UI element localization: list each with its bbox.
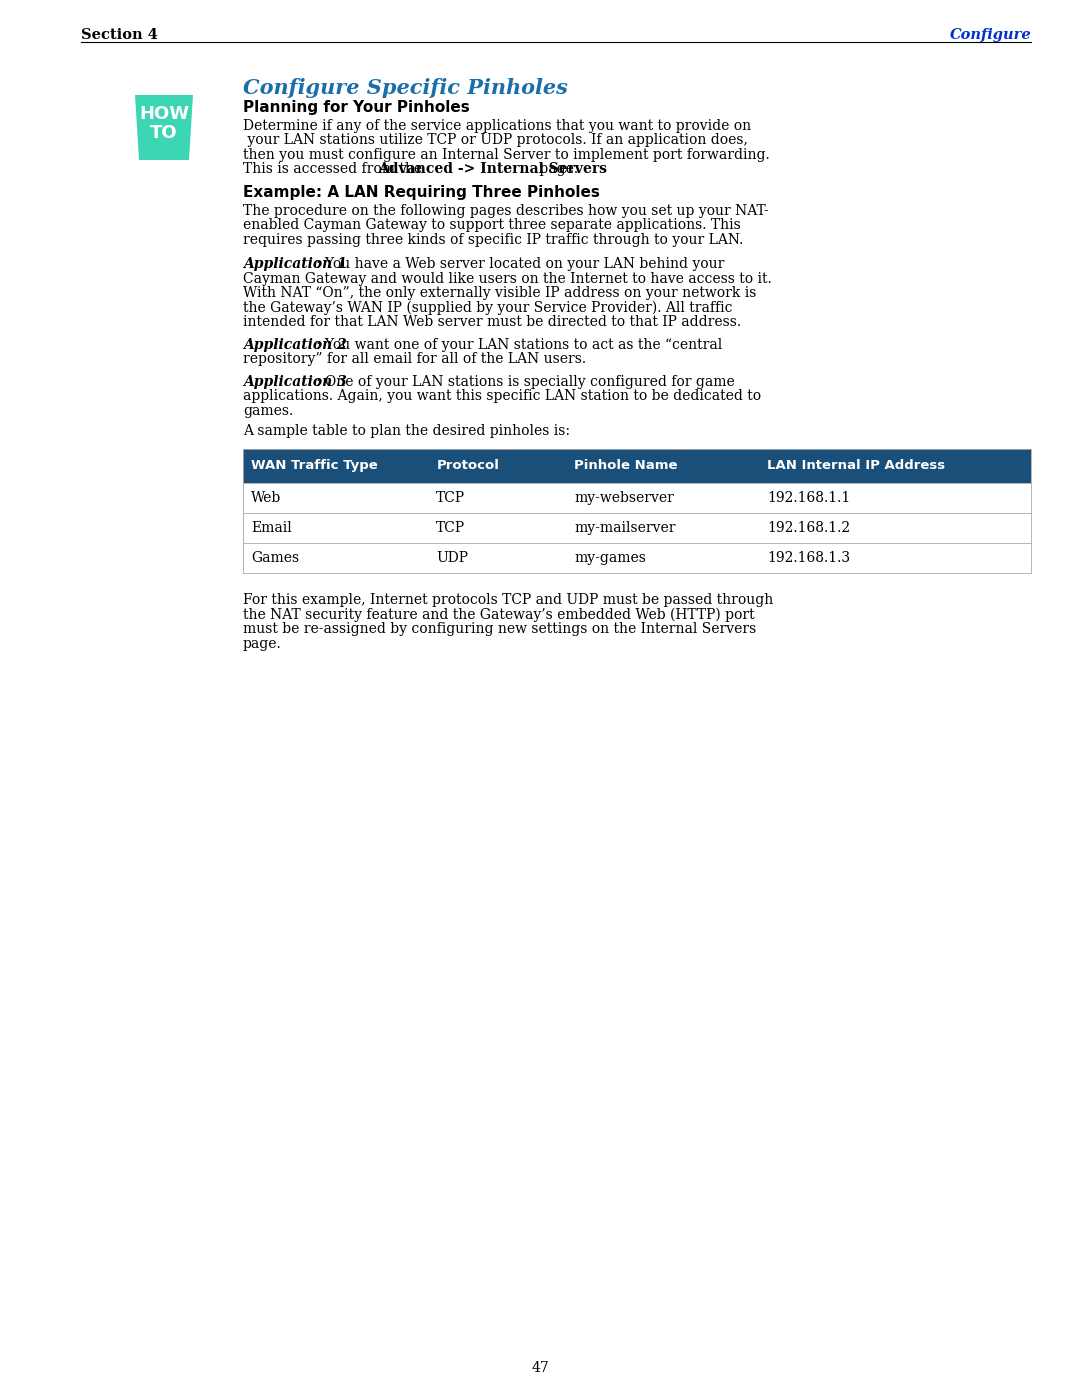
FancyBboxPatch shape [243,448,1031,483]
Text: must be re-assigned by configuring new settings on the Internal Servers: must be re-assigned by configuring new s… [243,622,756,636]
Text: HOW: HOW [139,105,189,123]
Text: UDP: UDP [436,550,469,564]
Text: With NAT “On”, the only externally visible IP address on your network is: With NAT “On”, the only externally visib… [243,286,756,300]
Text: Planning for Your Pinholes: Planning for Your Pinholes [243,101,470,115]
Text: Web: Web [251,490,281,504]
Text: : One of your LAN stations is specially configured for game: : One of your LAN stations is specially … [315,374,734,388]
Text: Advanced -> Internal Servers: Advanced -> Internal Servers [378,162,607,176]
Text: Configure: Configure [949,28,1031,42]
Text: the NAT security feature and the Gateway’s embedded Web (HTTP) port: the NAT security feature and the Gateway… [243,608,755,622]
Text: 192.168.1.3: 192.168.1.3 [768,550,851,564]
Text: Example: A LAN Requiring Three Pinholes: Example: A LAN Requiring Three Pinholes [243,184,599,200]
Text: TCP: TCP [436,490,465,504]
Text: : You have a Web server located on your LAN behind your: : You have a Web server located on your … [315,257,725,271]
Polygon shape [135,95,193,161]
Text: Determine if any of the service applications that you want to provide on: Determine if any of the service applicat… [243,119,751,133]
Text: the Gateway’s WAN IP (supplied by your Service Provider). All traffic: the Gateway’s WAN IP (supplied by your S… [243,300,732,316]
Text: my-webserver: my-webserver [575,490,674,504]
Text: applications. Again, you want this specific LAN station to be dedicated to: applications. Again, you want this speci… [243,390,761,404]
Text: requires passing three kinds of specific IP traffic through to your LAN.: requires passing three kinds of specific… [243,233,743,247]
Text: This is accessed from the: This is accessed from the [243,162,427,176]
Text: Application 1: Application 1 [243,257,347,271]
Text: Email: Email [251,521,292,535]
Text: 47: 47 [531,1361,549,1375]
Text: enabled Cayman Gateway to support three separate applications. This: enabled Cayman Gateway to support three … [243,218,741,232]
Text: page.: page. [243,637,282,651]
Text: TO: TO [150,124,178,142]
Text: Application 3: Application 3 [243,374,347,388]
Text: 192.168.1.1: 192.168.1.1 [768,490,851,504]
Text: games.: games. [243,404,294,418]
Text: Section 4: Section 4 [81,28,158,42]
Text: then you must configure an Internal Server to implement port forwarding.: then you must configure an Internal Serv… [243,148,770,162]
Text: Pinhole Name: Pinhole Name [575,460,678,472]
Text: Protocol: Protocol [436,460,499,472]
Text: my-mailserver: my-mailserver [575,521,676,535]
Text: repository” for all email for all of the LAN users.: repository” for all email for all of the… [243,352,586,366]
Text: Cayman Gateway and would like users on the Internet to have access to it.: Cayman Gateway and would like users on t… [243,271,772,286]
Text: For this example, Internet protocols TCP and UDP must be passed through: For this example, Internet protocols TCP… [243,594,773,608]
Text: Application 2: Application 2 [243,338,347,352]
Text: Configure Specific Pinholes: Configure Specific Pinholes [243,78,568,98]
Text: your LAN stations utilize TCP or UDP protocols. If an application does,: your LAN stations utilize TCP or UDP pro… [243,133,747,147]
Text: The procedure on the following pages describes how you set up your NAT-: The procedure on the following pages des… [243,204,769,218]
Text: A sample table to plan the desired pinholes is:: A sample table to plan the desired pinho… [243,425,570,439]
Text: TCP: TCP [436,521,465,535]
Text: intended for that LAN Web server must be directed to that IP address.: intended for that LAN Web server must be… [243,316,741,330]
Text: Games: Games [251,550,299,564]
Text: my-games: my-games [575,550,646,564]
Text: 192.168.1.2: 192.168.1.2 [768,521,851,535]
Text: LAN Internal IP Address: LAN Internal IP Address [768,460,945,472]
Text: : You want one of your LAN stations to act as the “central: : You want one of your LAN stations to a… [315,338,723,352]
Text: page.: page. [535,162,578,176]
Text: WAN Traffic Type: WAN Traffic Type [251,460,378,472]
